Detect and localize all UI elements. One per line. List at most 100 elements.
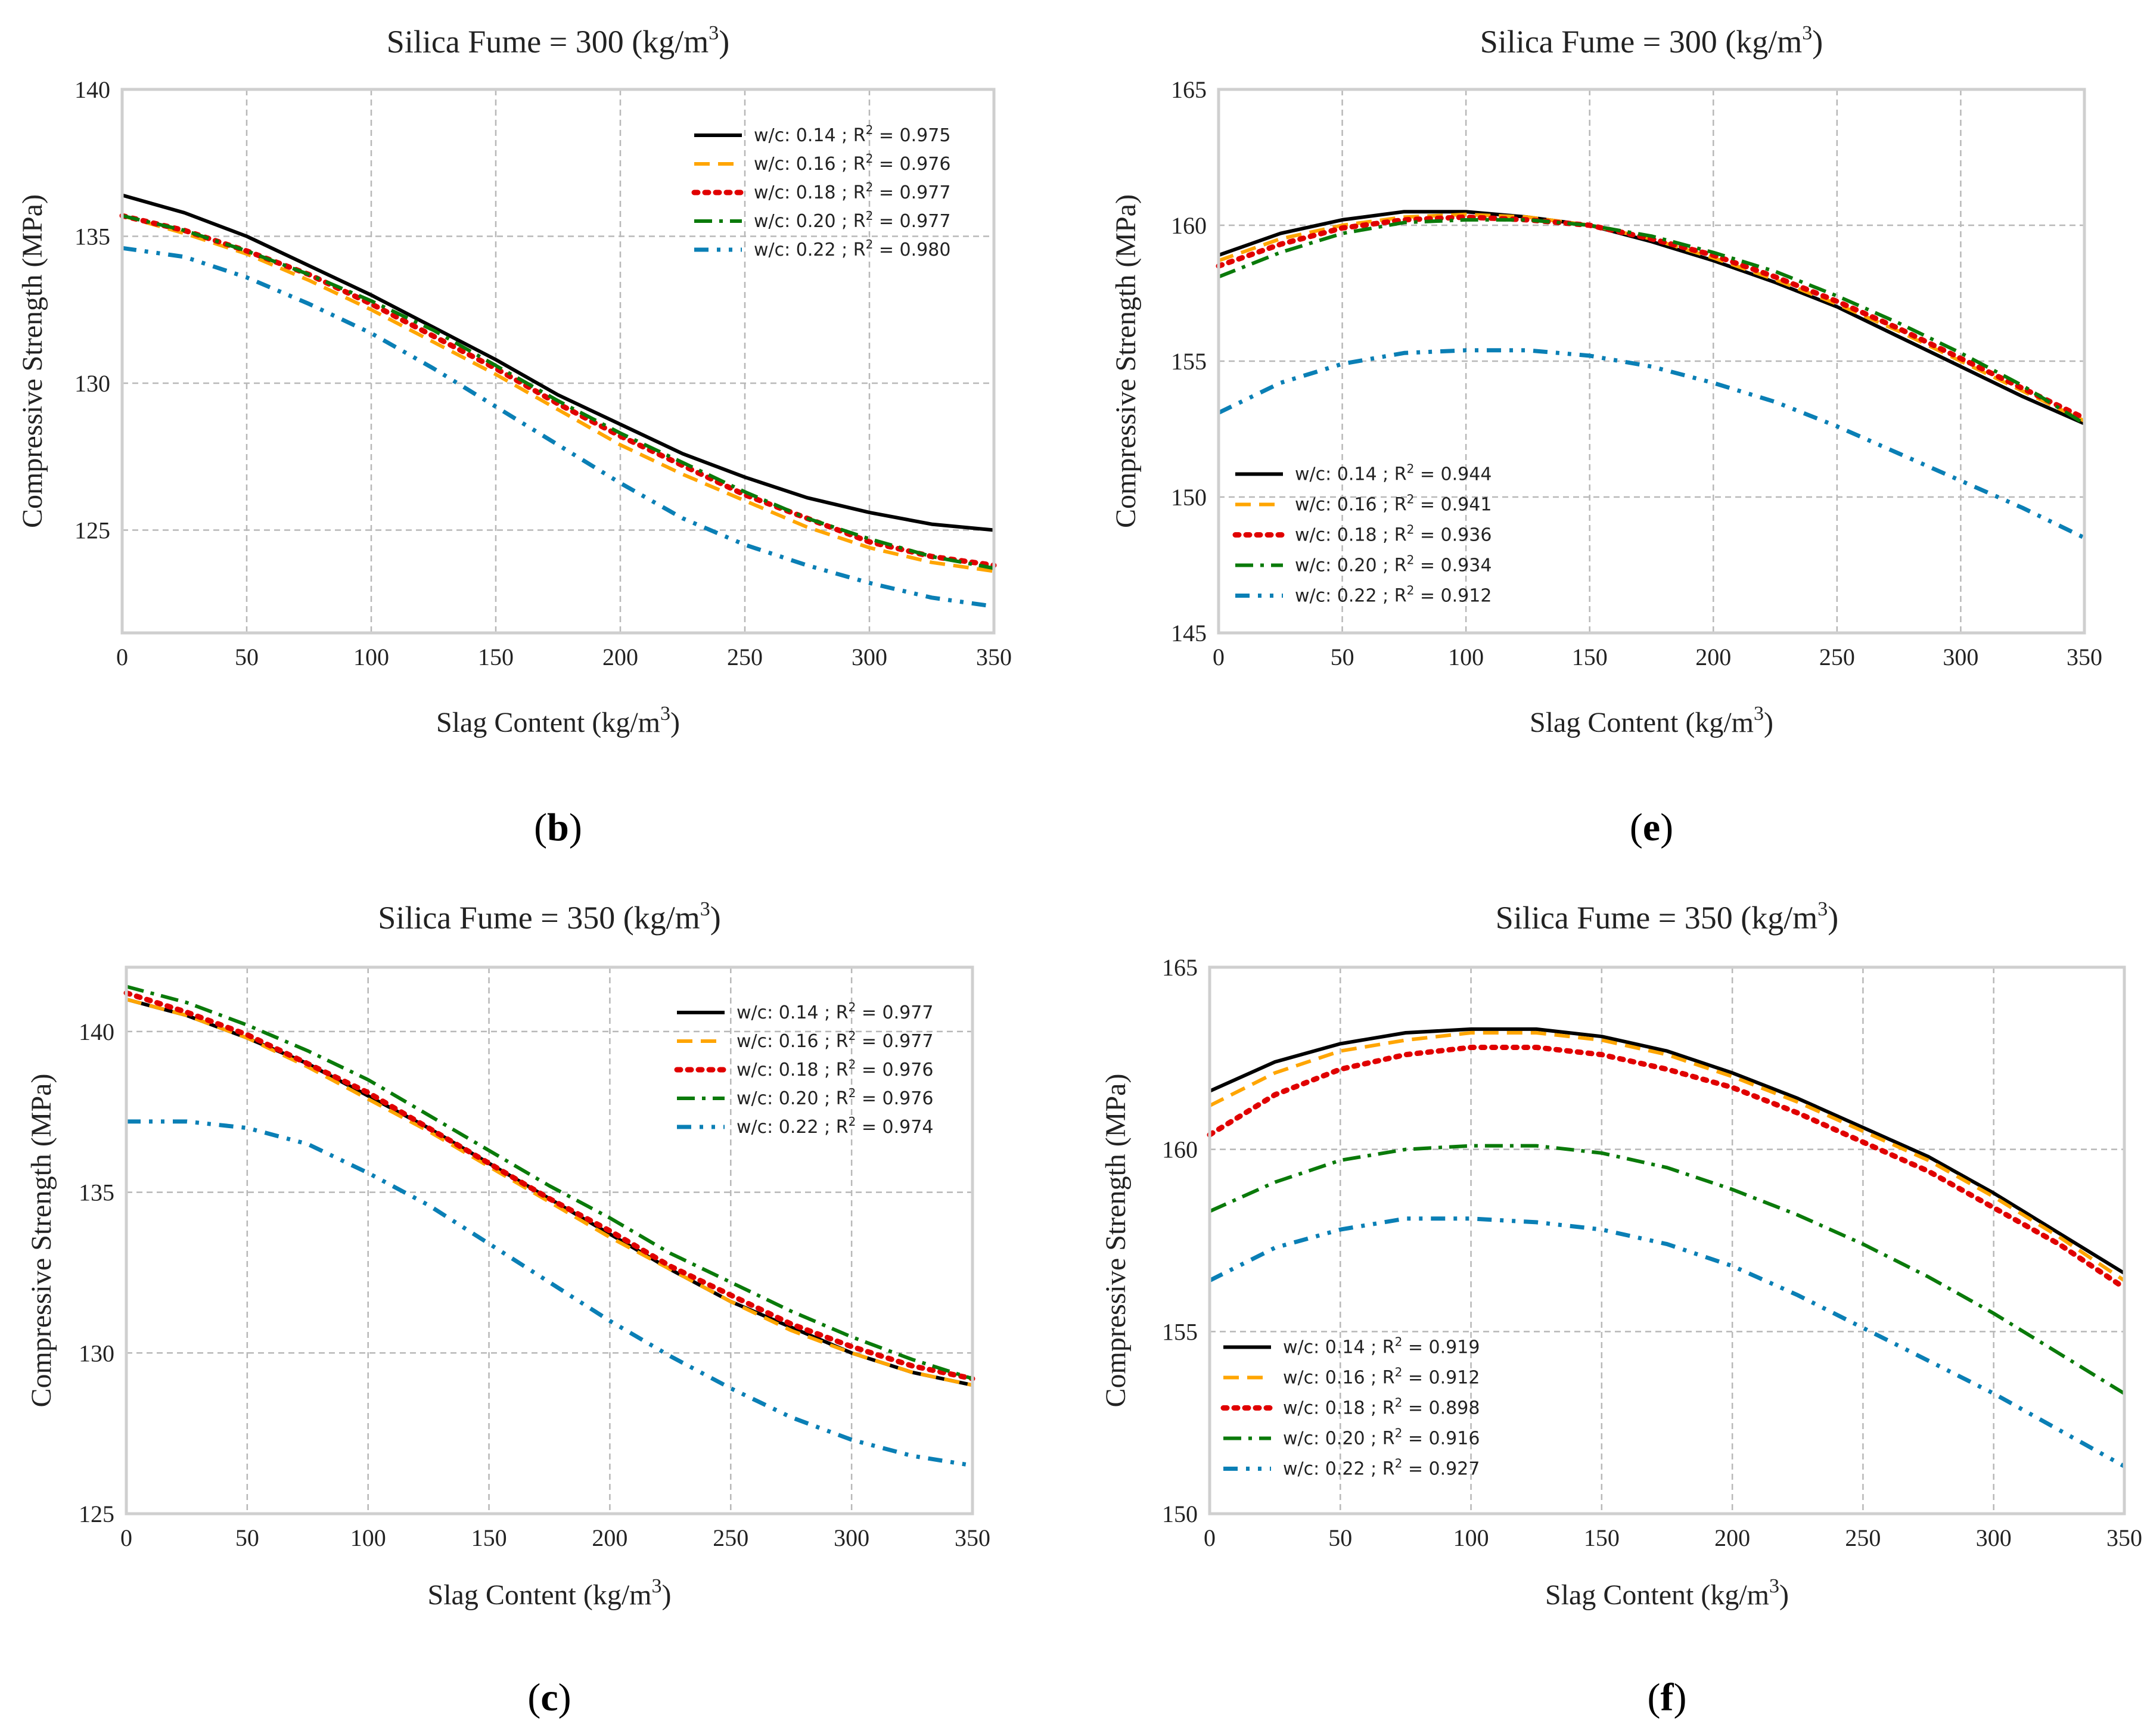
legend-label: w/c: 0.14 ; R2 = 0.977 [737, 1000, 933, 1023]
y-tick-label: 160 [1171, 212, 1207, 239]
x-tick-label: 0 [1204, 1524, 1216, 1551]
series-line-wc- 01 [119, 213, 997, 569]
y-axis-label: Compressive Strength (MPa) [1100, 1074, 1132, 1408]
x-tick-label: 0 [116, 644, 128, 670]
y-tick-label: 150 [1162, 1501, 1198, 1527]
panel-caption: (b) [534, 806, 582, 849]
y-tick-label: 140 [79, 1018, 114, 1045]
y-tick-label: 140 [74, 76, 110, 103]
y-tick-label: 145 [1171, 620, 1207, 647]
series-line-wc- 01 [1218, 212, 2086, 423]
chart-title: Silica Fume = 300 (kg/m3) [387, 22, 729, 60]
x-tick-label: 100 [353, 644, 389, 670]
x-tick-label: 50 [235, 1524, 259, 1551]
series-line-wc- 01 [1207, 1045, 2127, 1291]
legend-label: w/c: 0.22 ; R2 = 0.974 [737, 1114, 933, 1138]
legend: w/c: 0.14 ; R2 = 0.919 w/c: 0.16 ; R2 = 0… [1220, 1335, 1480, 1480]
series-line-wc- 01 [126, 998, 973, 1387]
x-tick-label: 300 [1943, 644, 1978, 670]
x-tick-label: 250 [713, 1524, 748, 1551]
legend-label: w/c: 0.18 ; R2 = 0.936 [1295, 523, 1492, 546]
panel-caption: (c) [527, 1676, 571, 1719]
x-tick-label: 150 [1572, 644, 1608, 670]
legend-label: w/c: 0.18 ; R2 = 0.898 [1283, 1396, 1480, 1419]
x-tick-label: 150 [471, 1524, 507, 1551]
legend-label: w/c: 0.14 ; R2 = 0.975 [754, 123, 950, 146]
x-tick-label: 100 [350, 1524, 386, 1551]
gridlines [1210, 967, 2124, 1514]
x-tick-label: 0 [1213, 644, 1225, 670]
series-line-wc- 01 [1218, 210, 2086, 426]
x-tick-label: 200 [602, 644, 638, 670]
y-tick-label: 125 [79, 1501, 114, 1527]
x-tick-label: 0 [120, 1524, 132, 1551]
series-line-wc- 02 [126, 1119, 973, 1468]
series-line-wc- 02 [1217, 348, 2086, 540]
panel-caption: (f) [1648, 1676, 1687, 1719]
x-axis-label: Slag Content (kg/m3) [1545, 1575, 1789, 1611]
series-line-wc- 02 [1208, 1216, 2126, 1468]
chart-title: Silica Fume = 350 (kg/m3) [1496, 898, 1838, 936]
series-line-wc- 02 [1208, 1144, 2126, 1395]
x-tick-label: 300 [1976, 1524, 2012, 1551]
x-axis-label: Slag Content (kg/m3) [428, 1575, 672, 1611]
legend-label: w/c: 0.16 ; R2 = 0.941 [1295, 492, 1492, 515]
series-line-wc- 02 [122, 246, 995, 609]
y-axis-label: Compressive Strength (MPa) [26, 1074, 57, 1408]
x-tick-label: 200 [592, 1524, 627, 1551]
x-axis-label: Slag Content (kg/m3) [1530, 703, 1773, 738]
x-tick-label: 50 [1331, 644, 1354, 670]
y-tick-label: 165 [1162, 954, 1198, 981]
legend-label: w/c: 0.20 ; R2 = 0.976 [737, 1086, 933, 1109]
plot-frame [125, 965, 974, 1515]
plot-frame [1208, 965, 2126, 1515]
y-tick-label: 155 [1171, 348, 1207, 375]
legend-label: w/c: 0.20 ; R2 = 0.977 [754, 209, 950, 232]
x-tick-label: 250 [727, 644, 763, 670]
y-tick-label: 160 [1162, 1136, 1198, 1163]
x-axis-label: Slag Content (kg/m3) [436, 703, 680, 738]
y-axis-label: Compressive Strength (MPa) [17, 194, 48, 528]
x-tick-label: 50 [235, 644, 259, 670]
x-tick-label: 100 [1453, 1524, 1489, 1551]
x-tick-label: 250 [1845, 1524, 1881, 1551]
x-tick-label: 50 [1328, 1524, 1352, 1551]
x-tick-label: 250 [1819, 644, 1855, 670]
plot-frame [120, 88, 996, 635]
legend: w/c: 0.14 ; R2 = 0.977 w/c: 0.16 ; R2 = 0… [674, 1000, 933, 1138]
chart-panel-c: 0 50 100 150 200 250 300 350 125 130 135 140 Silica … [26, 898, 990, 1719]
series-line-wc- 01 [122, 214, 995, 573]
x-tick-label: 300 [852, 644, 887, 670]
series-line-wc- 02 [122, 214, 995, 570]
legend-label: w/c: 0.22 ; R2 = 0.980 [754, 237, 950, 260]
y-axis-label: Compressive Strength (MPa) [1110, 194, 1142, 528]
x-tick-label: 100 [1448, 644, 1484, 670]
x-tick-label: 350 [976, 644, 1012, 670]
x-tick-label: 150 [1584, 1524, 1620, 1551]
legend-label: w/c: 0.16 ; R2 = 0.912 [1283, 1365, 1480, 1389]
chart-title: Silica Fume = 350 (kg/m3) [378, 898, 720, 936]
legend-label: w/c: 0.14 ; R2 = 0.919 [1283, 1335, 1480, 1358]
legend-label: w/c: 0.14 ; R2 = 0.944 [1295, 462, 1492, 485]
legend: w/c: 0.14 ; R2 = 0.944 w/c: 0.16 ; R2 = 0… [1232, 462, 1492, 607]
y-tick-label: 130 [79, 1340, 114, 1367]
series-line-wc- 01 [1216, 214, 2087, 421]
legend-label: w/c: 0.22 ; R2 = 0.927 [1283, 1456, 1480, 1480]
chart-panel-f: 0 50 100 150 200 250 300 350 150 155 160 165 Silica … [1100, 898, 2142, 1719]
x-tick-label: 200 [1695, 644, 1731, 670]
chart-panel-b: 0 50 100 150 200 250 300 350 125 130 135 140 Silica … [17, 22, 1012, 849]
x-tick-label: 300 [834, 1524, 869, 1551]
series-line-wc- 01 [122, 193, 995, 532]
x-tick-label: 200 [1714, 1524, 1750, 1551]
y-tick-label: 165 [1171, 76, 1207, 103]
chart-title: Silica Fume = 300 (kg/m3) [1480, 22, 1823, 60]
series-line-wc- 01 [1208, 1027, 2126, 1275]
legend-label: w/c: 0.16 ; R2 = 0.976 [754, 151, 950, 175]
x-tick-label: 350 [2106, 1524, 2142, 1551]
legend-label: w/c: 0.18 ; R2 = 0.976 [737, 1057, 933, 1080]
x-tick-label: 150 [478, 644, 514, 670]
legend-label: w/c: 0.22 ; R2 = 0.912 [1295, 583, 1492, 607]
legend-label: w/c: 0.20 ; R2 = 0.916 [1283, 1426, 1480, 1449]
plot-frame [1217, 88, 2086, 635]
